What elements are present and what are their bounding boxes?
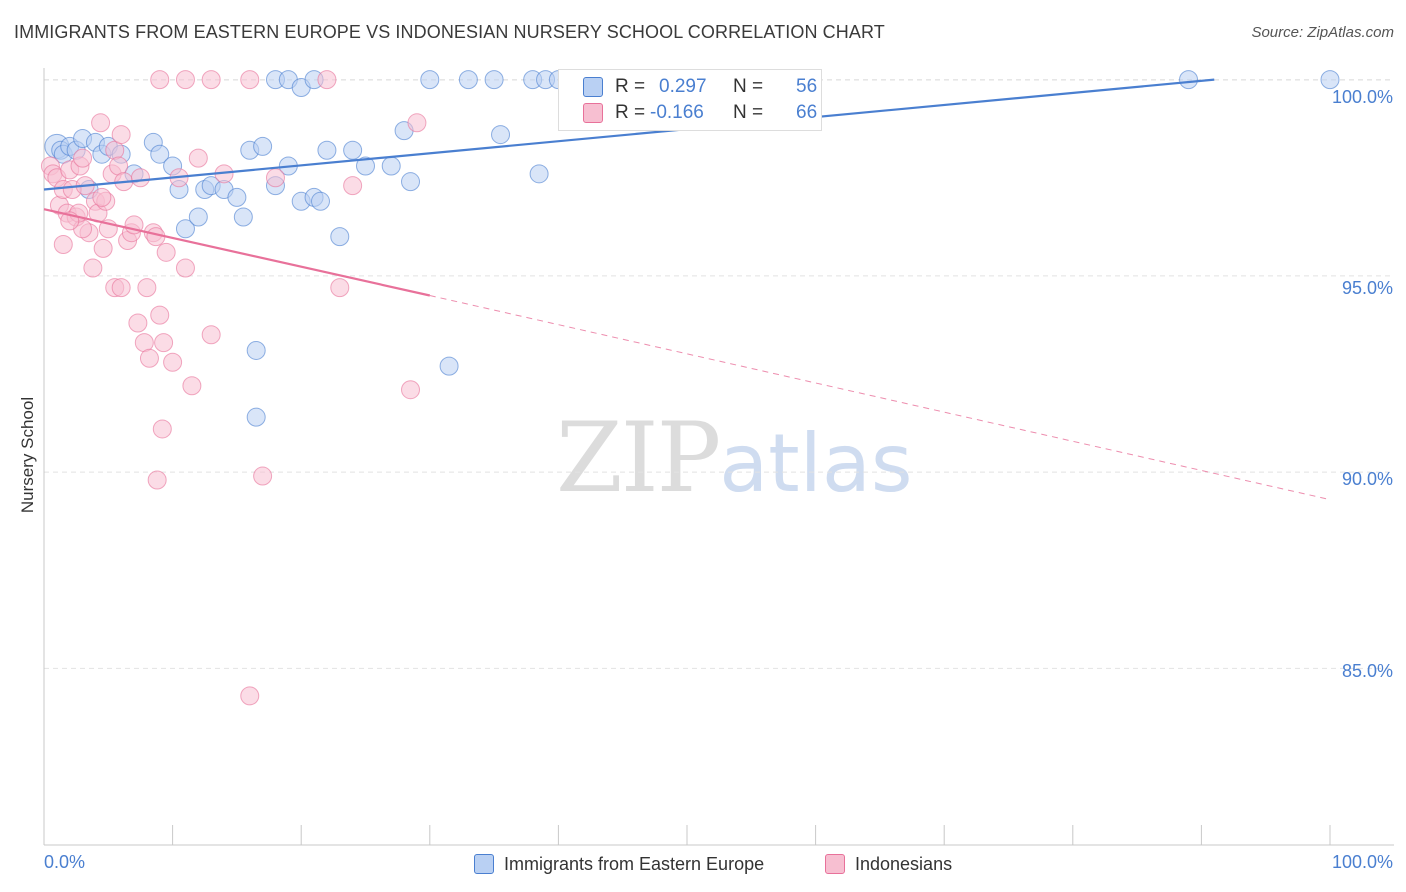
watermark-zip: ZIP	[556, 402, 721, 514]
bottom-legend-item-pink: Indonesians	[825, 852, 952, 876]
bottom-legend-item-blue: Immigrants from Eastern Europe	[474, 852, 764, 876]
point-indonesians	[188, 148, 208, 168]
point-eastern-europe	[150, 144, 170, 164]
bottom-legend-label: Immigrants from Eastern Europe	[504, 853, 765, 874]
point-eastern-europe	[310, 191, 330, 211]
point-eastern-europe	[484, 70, 504, 90]
point-eastern-europe	[175, 219, 195, 239]
point-eastern-europe	[1179, 70, 1199, 90]
chart-title: IMMIGRANTS FROM EASTERN EUROPE VS INDONE…	[14, 22, 885, 42]
y-tick-label-95: 95.0%	[1341, 278, 1393, 298]
legend-n-value: 56	[796, 76, 818, 97]
point-indonesians	[343, 176, 363, 196]
y-tick-label-100: 100.0%	[1331, 87, 1393, 107]
point-indonesians	[407, 113, 427, 133]
trendline-indonesians-extension	[429, 295, 1331, 501]
point-indonesians	[93, 238, 113, 258]
point-indonesians	[150, 305, 170, 325]
point-eastern-europe	[529, 164, 549, 184]
point-eastern-europe	[227, 187, 247, 207]
point-indonesians	[156, 242, 176, 262]
point-indonesians	[401, 380, 421, 400]
point-indonesians	[201, 70, 221, 90]
point-indonesians	[154, 333, 174, 353]
x-tick-label-min: 0.0%	[44, 852, 86, 872]
point-indonesians	[253, 466, 273, 486]
point-indonesians	[111, 125, 131, 145]
point-indonesians	[175, 70, 195, 90]
point-eastern-europe	[439, 356, 459, 376]
point-indonesians	[163, 352, 183, 372]
point-indonesians	[175, 258, 195, 278]
legend-r-label: R =	[615, 102, 646, 123]
y-tick-label-90: 90.0%	[1341, 469, 1393, 489]
point-indonesians	[147, 470, 167, 490]
watermark-atlas: atlas	[719, 417, 913, 510]
point-indonesians	[139, 348, 159, 368]
point-indonesians	[240, 686, 260, 706]
point-indonesians	[92, 187, 112, 207]
legend-r-value: 0.297	[659, 76, 707, 97]
point-eastern-europe	[491, 125, 511, 145]
point-indonesians	[91, 113, 111, 133]
point-indonesians	[152, 419, 172, 439]
bottom-legend-swatch-pink	[825, 854, 845, 874]
trendline-indonesians	[43, 208, 431, 297]
legend-n-label: N =	[733, 76, 764, 97]
point-eastern-europe	[1320, 70, 1340, 90]
legend-r-label: R =	[615, 76, 646, 97]
bottom-legend: Immigrants from Eastern Europe Indonesia…	[0, 852, 1406, 878]
point-indonesians	[182, 376, 202, 396]
point-indonesians	[53, 234, 73, 254]
point-eastern-europe	[330, 227, 350, 247]
legend-r-value: -0.166	[650, 102, 704, 123]
point-eastern-europe	[381, 156, 401, 176]
legend-swatch-pink	[583, 103, 603, 123]
point-eastern-europe	[233, 207, 253, 227]
point-eastern-europe	[420, 70, 440, 90]
point-indonesians	[73, 148, 93, 168]
legend-box: R = 0.297 N = 56 R = -0.166 N = 66	[558, 69, 822, 131]
point-eastern-europe	[356, 156, 375, 176]
point-indonesians	[111, 278, 131, 298]
point-eastern-europe	[188, 207, 208, 227]
x-tick-label-max: 100.0%	[1331, 852, 1393, 872]
watermark: ZIPatlas	[556, 402, 913, 514]
legend-n-value: 66	[796, 102, 818, 123]
point-eastern-europe	[246, 407, 266, 427]
point-eastern-europe	[317, 140, 337, 160]
point-indonesians	[265, 168, 285, 188]
point-indonesians	[128, 313, 148, 333]
point-indonesians	[150, 70, 170, 90]
bottom-legend-label: Indonesians	[855, 853, 953, 874]
point-indonesians	[83, 258, 103, 278]
legend-n-label: N =	[733, 102, 764, 123]
y-axis-label: Nursery School	[18, 396, 37, 514]
point-indonesians	[240, 70, 260, 90]
point-eastern-europe	[401, 172, 421, 192]
point-indonesians	[201, 325, 221, 345]
point-eastern-europe	[246, 340, 266, 360]
point-indonesians	[130, 168, 150, 188]
point-indonesians	[317, 70, 337, 90]
point-eastern-europe	[343, 140, 363, 160]
legend-swatch-blue	[583, 77, 603, 97]
source-label: Source: ZipAtlas.com	[1251, 24, 1394, 41]
point-indonesians	[330, 278, 350, 298]
bottom-legend-swatch-blue	[474, 854, 494, 874]
y-tick-label-85: 85.0%	[1341, 661, 1393, 681]
point-eastern-europe	[253, 136, 273, 156]
point-eastern-europe	[458, 70, 478, 90]
point-indonesians	[137, 278, 157, 298]
trendline-eastern-europe	[43, 78, 1215, 191]
